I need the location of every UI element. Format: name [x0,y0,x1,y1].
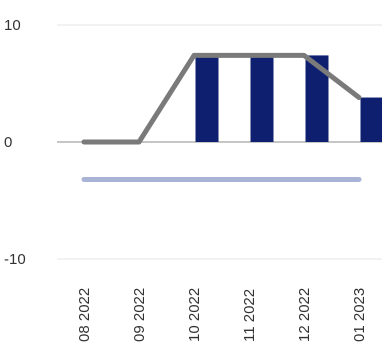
x-tick-label-5: 01 2023 [351,288,368,342]
line-series-0 [81,52,362,145]
y-tick-label-2: -10 [4,251,26,268]
x-tick-label-0: 08 2022 [76,288,93,342]
bar-5 [360,97,382,142]
y-tick-label-0: 10 [4,17,21,34]
bar-4 [305,55,329,142]
x-tick-label-2: 10 2022 [186,288,203,342]
bar-3 [250,55,274,142]
bar-2 [195,55,219,142]
x-tick-label-4: 12 2022 [296,288,313,342]
y-tick-label-1: 0 [4,134,12,151]
x-tick-label-1: 09 2022 [131,288,148,342]
x-axis-ticks: 08 2022 09 2022 10 2022 11 2022 12 2022 01 20… [76,288,368,342]
line-series [81,52,362,182]
x-tick-label-3: 11 2022 [241,289,258,342]
bar-series [195,55,382,142]
y-axis-ticks: 10 0 -10 [4,17,26,268]
